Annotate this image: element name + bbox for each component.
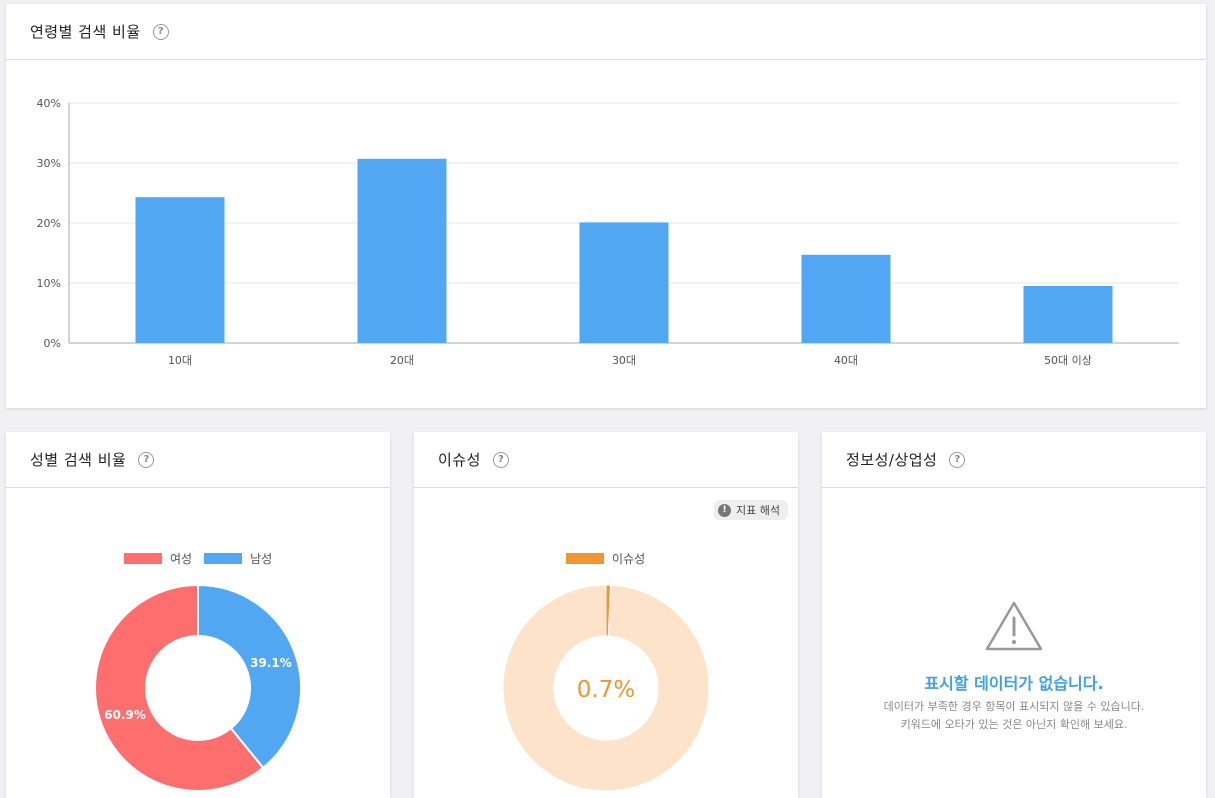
- gender-card-header: 성별 검색 비율 ?: [6, 432, 390, 488]
- y-tick-label: 20%: [37, 217, 61, 230]
- y-tick-label: 0%: [44, 337, 61, 350]
- x-tick-label: 20대: [390, 354, 414, 367]
- legend-item-male[interactable]: 남성: [204, 550, 272, 567]
- badge-label: 지표 해석: [736, 504, 780, 517]
- age-card-header: 연령별 검색 비율 ?: [6, 4, 1206, 60]
- info-card-header: 정보성/상업성 ?: [822, 432, 1206, 488]
- legend-swatch-issue: [566, 553, 604, 564]
- gender-ratio-card: 성별 검색 비율 ? 여성 남성 39.1% 60.9%: [6, 432, 390, 798]
- legend-label-issue: 이슈성: [612, 552, 646, 566]
- legend-label-female: 여성: [170, 552, 193, 566]
- warning-icon: [985, 601, 1043, 651]
- legend-swatch-male: [204, 553, 243, 564]
- bar[interactable]: [1023, 286, 1113, 343]
- y-tick-label: 40%: [37, 97, 61, 110]
- bar[interactable]: [801, 254, 891, 343]
- slice-label: 39.1%: [250, 656, 292, 670]
- donut-slice[interactable]: [94, 583, 265, 792]
- y-tick-label: 10%: [37, 277, 61, 290]
- issue-card: 이슈성 ? ! 지표 해석 이슈성 0.7%: [414, 432, 798, 798]
- issue-card-header: 이슈성 ?: [414, 432, 798, 488]
- donut-slice[interactable]: [605, 584, 612, 637]
- y-tick-label: 30%: [37, 157, 61, 170]
- indicator-interpretation-button[interactable]: ! 지표 해석: [714, 500, 788, 520]
- gender-legend: 여성 남성: [124, 550, 284, 567]
- legend-label-male: 남성: [250, 552, 273, 566]
- slice-label: 60.9%: [104, 708, 146, 722]
- help-icon[interactable]: ?: [492, 451, 509, 468]
- empty-state-title: 표시할 데이터가 없습니다.: [924, 674, 1104, 693]
- issue-donut-chart: 0.7%: [502, 584, 710, 792]
- age-ratio-card: 연령별 검색 비율 ? 0% 10% 20% 30% 40% 10대 20대 30대 40대 50…: [6, 4, 1206, 408]
- info-card-title: 정보성/상업성: [846, 451, 938, 469]
- info-icon: !: [718, 503, 732, 517]
- x-tick-label: 40대: [834, 354, 858, 367]
- donut-slice[interactable]: [197, 583, 302, 770]
- gender-card-title: 성별 검색 비율: [30, 451, 127, 469]
- empty-state-line-2: 키워드에 오타가 있는 것은 아닌지 확인해 보세요.: [900, 718, 1128, 731]
- issue-legend: 이슈성: [566, 550, 657, 567]
- help-icon[interactable]: ?: [152, 23, 169, 40]
- issue-center-value: 0.7%: [577, 677, 635, 703]
- bar[interactable]: [135, 197, 225, 343]
- empty-state-line-1: 데이터가 부족한 경우 항목이 표시되지 않을 수 있습니다.: [883, 700, 1145, 713]
- legend-item-female[interactable]: 여성: [124, 550, 192, 567]
- gender-donut-chart: 39.1% 60.9%: [94, 583, 302, 792]
- issue-card-title: 이슈성: [438, 451, 481, 469]
- legend-item-issue[interactable]: 이슈성: [566, 550, 645, 567]
- age-card-title: 연령별 검색 비율: [30, 23, 141, 41]
- x-tick-label: 30대: [612, 354, 636, 367]
- bar[interactable]: [579, 222, 669, 343]
- x-tick-label: 10대: [168, 354, 192, 367]
- age-bar-chart: 0% 10% 20% 30% 40% 10대 20대 30대 40대 50대 이상: [37, 97, 1179, 367]
- x-tick-label: 50대 이상: [1044, 354, 1092, 367]
- legend-swatch-female: [124, 553, 162, 564]
- help-icon[interactable]: ?: [949, 451, 966, 468]
- info-commercial-card: 정보성/상업성 ? 표시할 데이터가 없습니다. 데이터가 부족한 경우 항목이…: [822, 432, 1206, 798]
- donut-remainder: [502, 584, 710, 792]
- bar[interactable]: [357, 158, 447, 343]
- help-icon[interactable]: ?: [138, 451, 155, 468]
